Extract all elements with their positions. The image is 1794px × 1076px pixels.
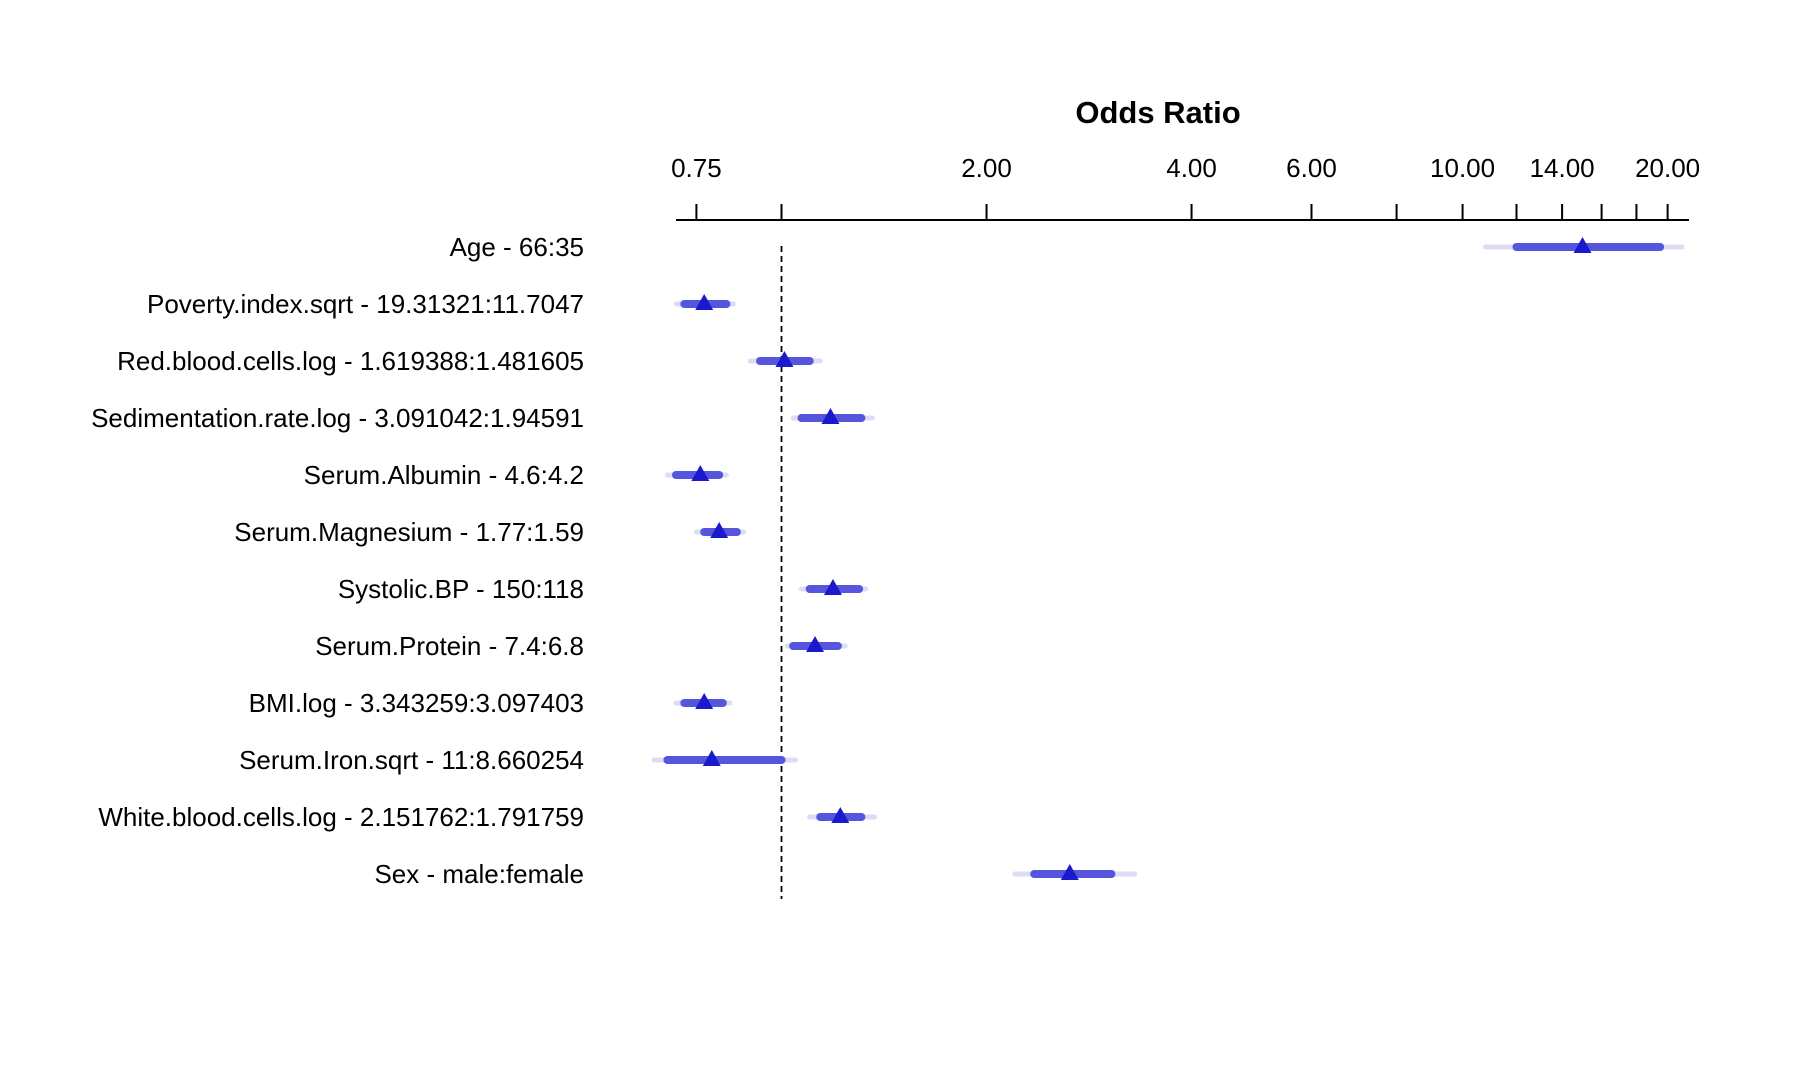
chart-title: Odds Ratio <box>1075 95 1240 130</box>
x-tick-label: 4.00 <box>1166 153 1217 183</box>
row-label: Systolic.BP - 150:118 <box>338 574 584 604</box>
row-label: Red.blood.cells.log - 1.619388:1.481605 <box>117 346 584 376</box>
odds-ratio-marker <box>695 693 714 709</box>
forest-row: Age - 66:35 <box>450 232 1685 262</box>
odds-ratio-marker <box>821 408 840 424</box>
x-axis: 0.75 2.00 4.00 6.00 10.00 14.00 20.00 <box>671 153 1700 221</box>
row-label: BMI.log - 3.343259:3.097403 <box>249 688 584 718</box>
row-label: Serum.Magnesium - 1.77:1.59 <box>234 517 584 547</box>
x-tick-label: 20.00 <box>1635 153 1700 183</box>
forest-row: Poverty.index.sqrt - 19.31321:11.7047 <box>147 289 736 319</box>
forest-row: Sex - male:female <box>374 859 1138 889</box>
x-tick-label: 2.00 <box>961 153 1012 183</box>
row-label: Serum.Albumin - 4.6:4.2 <box>304 460 584 490</box>
forest-row: White.blood.cells.log - 2.151762:1.79175… <box>98 802 878 832</box>
row-label: Age - 66:35 <box>450 232 584 262</box>
x-tick-label: 10.00 <box>1430 153 1495 183</box>
row-label: Sex - male:female <box>374 859 584 889</box>
odds-ratio-marker <box>806 636 825 652</box>
odds-ratio-marker <box>1060 864 1079 880</box>
forest-row: Serum.Albumin - 4.6:4.2 <box>304 460 729 490</box>
x-tick-label: 6.00 <box>1286 153 1337 183</box>
x-tick-label: 0.75 <box>671 153 722 183</box>
forest-row: Red.blood.cells.log - 1.619388:1.481605 <box>117 346 823 376</box>
odds-ratio-marker <box>702 750 721 766</box>
odds-ratio-marker <box>691 465 710 481</box>
odds-ratio-marker <box>831 807 850 823</box>
odds-ratio-marker <box>695 294 714 310</box>
forest-row: Serum.Iron.sqrt - 11:8.660254 <box>239 745 799 775</box>
row-label: Sedimentation.rate.log - 3.091042:1.9459… <box>91 403 584 433</box>
odds-ratio-marker <box>775 351 794 367</box>
row-label: Serum.Iron.sqrt - 11:8.660254 <box>239 745 584 775</box>
odds-ratio-marker <box>823 579 842 595</box>
forest-row: Serum.Magnesium - 1.77:1.59 <box>234 517 747 547</box>
forest-row: Sedimentation.rate.log - 3.091042:1.9459… <box>91 403 875 433</box>
forest-rows: Age - 66:35 Poverty.index.sqrt - 19.31321… <box>91 232 1685 889</box>
row-label: White.blood.cells.log - 2.151762:1.79175… <box>98 802 584 832</box>
row-label: Serum.Protein - 7.4:6.8 <box>315 631 584 661</box>
forest-row: BMI.log - 3.343259:3.097403 <box>249 688 733 718</box>
x-tick-label: 14.00 <box>1530 153 1595 183</box>
row-label: Poverty.index.sqrt - 19.31321:11.7047 <box>147 289 584 319</box>
odds-ratio-marker <box>1573 237 1592 253</box>
forest-row: Systolic.BP - 150:118 <box>338 574 869 604</box>
forest-row: Serum.Protein - 7.4:6.8 <box>315 631 848 661</box>
odds-ratio-marker <box>710 522 729 538</box>
